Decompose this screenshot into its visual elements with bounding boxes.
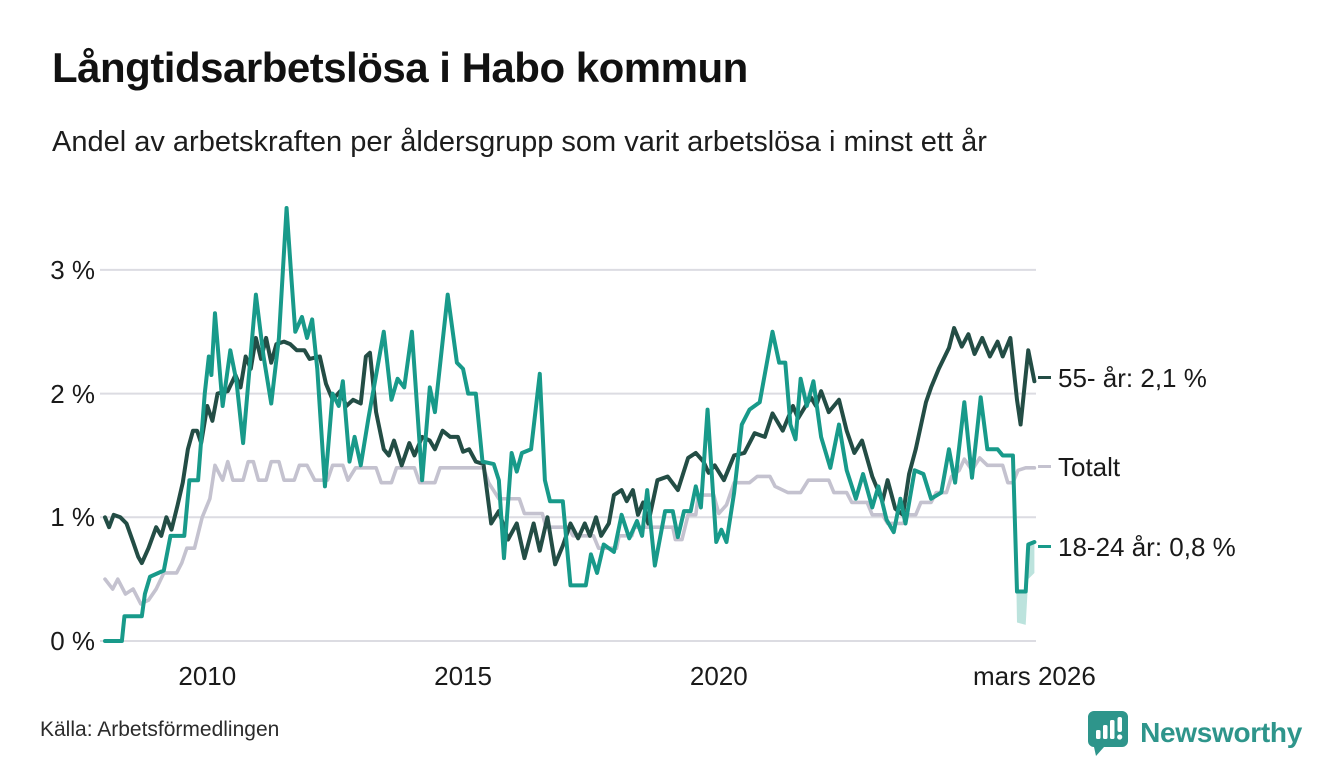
series-end-label-18-24-text: 18-24 år: 0,8 % [1058,531,1236,562]
x-axis-tick-mars-2026: mars 2026 [972,661,1096,691]
series-end-label-55-text: 55- år: 2,1 % [1058,362,1207,393]
page-subtitle: Andel av arbetskraften per åldersgrupp s… [52,126,987,158]
page-title: Långtidsarbetslösa i Habo kommun [52,44,748,91]
logo-bar-3 [1110,720,1115,739]
y-axis-tick-0: 0 % [50,626,95,656]
x-axis-tick-2010: 2010 [178,661,237,691]
y-axis-tick-1: 1 % [50,502,95,533]
series-end-label-totalt-text: Totalt [1058,451,1121,482]
series-tick-55 [1038,376,1051,380]
series-end-label-totalt: Totalt [1038,451,1120,483]
series-end-label-55: 55- år: 2,1 % [1038,362,1207,394]
newsworthy-logo-text: Newsworthy [1140,717,1302,748]
x-axis-tick-2020: 2020 [689,661,748,691]
logo-bar-2 [1103,725,1108,739]
logo-bar-1 [1096,730,1101,739]
newsworthy-logo: Newsworthy [1086,708,1302,758]
y-axis-tick-3: 3 % [50,254,95,285]
newsworthy-logo-icon [1088,711,1129,756]
series-tick-18-24 [1038,545,1051,549]
logo-exclamation-dot [1117,734,1123,740]
y-axis-tick-2: 2 % [50,378,95,409]
logo-exclamation-bar [1117,717,1123,732]
series-tick-totalt [1038,465,1051,469]
series-end-label-18-24: 18-24 år: 0,8 % [1038,531,1236,563]
x-axis-tick-2015: 2015 [434,661,492,691]
source-note: Källa: Arbetsförmedlingen [40,718,280,741]
